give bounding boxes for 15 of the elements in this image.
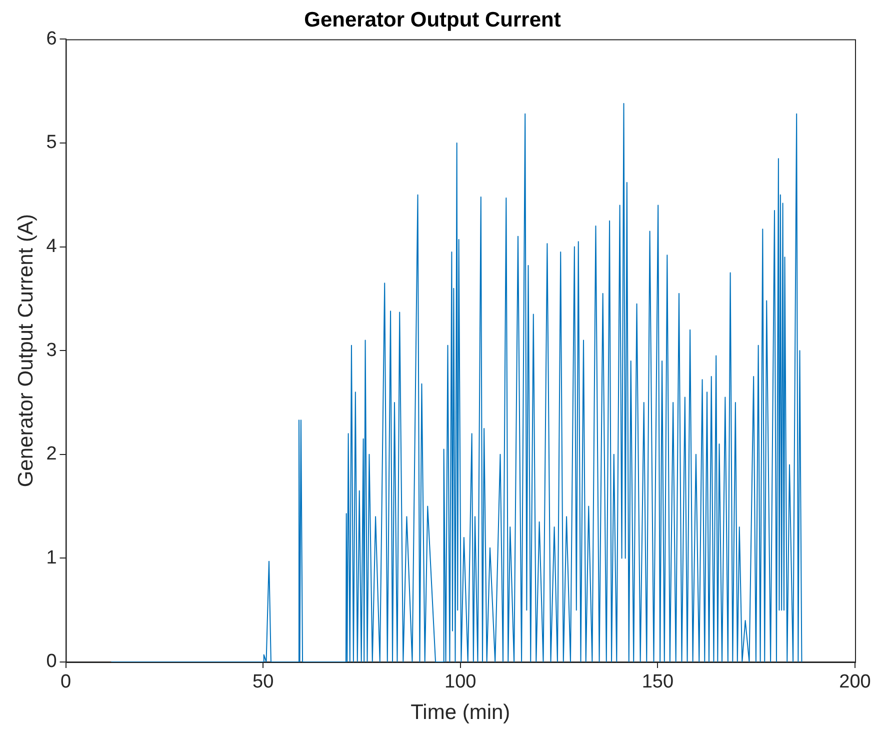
y-tick-label: 3 — [46, 340, 57, 361]
y-tick-label: 5 — [46, 132, 57, 154]
x-tick-label: 200 — [839, 672, 871, 693]
x-axis-title: Time (min) — [410, 701, 510, 724]
x-tick-label: 100 — [444, 672, 476, 693]
y-tick-label: 2 — [46, 444, 57, 465]
x-tick-label: 50 — [252, 672, 274, 693]
y-tick-label: 4 — [46, 236, 58, 258]
x-tick-label: 0 — [60, 672, 72, 693]
chart-title: Generator Output Current — [304, 8, 561, 32]
y-tick-label: 6 — [46, 28, 57, 50]
y-tick-label: 0 — [46, 651, 57, 672]
y-axis-title: Generator Output Current (A) — [14, 214, 38, 488]
y-tick-label: 1 — [46, 547, 57, 568]
x-tick-label: 150 — [642, 672, 674, 693]
